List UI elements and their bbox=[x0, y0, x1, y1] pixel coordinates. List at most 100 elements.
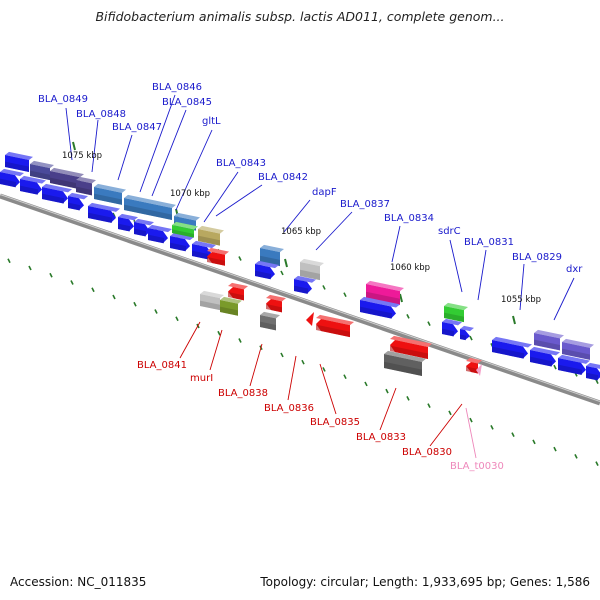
gene-arrow bbox=[255, 260, 279, 280]
major-tick-mark bbox=[72, 141, 76, 151]
tick-mark bbox=[112, 294, 116, 300]
gene-arrow bbox=[492, 336, 532, 359]
map-title: Bifidobacterium animalis subsp. lactis A… bbox=[95, 9, 505, 24]
leader-line bbox=[449, 239, 463, 293]
tick-mark bbox=[406, 314, 410, 319]
gene-arrow bbox=[360, 296, 400, 319]
tick-mark bbox=[238, 338, 242, 343]
gene-arrow bbox=[170, 232, 194, 252]
gene-block bbox=[198, 225, 224, 246]
leader-line bbox=[91, 119, 99, 173]
tick-mark bbox=[469, 335, 473, 341]
leader-line bbox=[429, 403, 463, 447]
leader-line bbox=[151, 109, 187, 197]
gene-label: BLA_0838 bbox=[218, 388, 268, 399]
leader-line bbox=[283, 199, 311, 233]
gene-block bbox=[50, 167, 84, 190]
tick-mark bbox=[280, 352, 284, 358]
leader-line bbox=[175, 129, 213, 211]
gene-label: dapF bbox=[312, 187, 337, 198]
tick-mark bbox=[469, 417, 473, 423]
gene-arrow bbox=[207, 247, 229, 266]
gene-label: BLA_0829 bbox=[512, 252, 562, 263]
gene-label: BLA_0846 bbox=[152, 82, 202, 93]
tick-mark bbox=[343, 374, 347, 380]
gene-arrow bbox=[558, 354, 590, 376]
tick-mark bbox=[385, 388, 389, 394]
tick-mark bbox=[595, 379, 599, 384]
gene-arrow bbox=[442, 318, 462, 337]
feature-blocks bbox=[0, 151, 600, 381]
gene-arrow bbox=[294, 275, 316, 294]
genome-summary-text: Topology: circular; Length: 1,933,695 bp… bbox=[260, 575, 590, 589]
tick-mark bbox=[322, 285, 326, 290]
tick-mark bbox=[49, 272, 53, 278]
gene-block bbox=[384, 350, 426, 376]
leader-line bbox=[215, 184, 263, 217]
gene-label: BLA_0834 bbox=[384, 213, 434, 224]
gene-label: dxr bbox=[566, 264, 583, 275]
gene-arrow bbox=[266, 294, 286, 313]
leader-line bbox=[477, 249, 487, 301]
gene-block bbox=[260, 244, 284, 267]
tick-mark bbox=[238, 256, 242, 261]
tick-mark bbox=[553, 446, 557, 452]
tick-mark bbox=[427, 403, 431, 409]
tick-mark bbox=[427, 321, 431, 327]
tick-mark bbox=[7, 258, 11, 264]
gene-arrow bbox=[42, 183, 72, 204]
gene-arrow bbox=[68, 192, 88, 211]
gene-label: BLA_t0030 bbox=[450, 461, 504, 472]
leader-line bbox=[391, 225, 401, 263]
gene-block bbox=[76, 176, 96, 196]
gene-arrow bbox=[20, 175, 46, 195]
gene-arrow bbox=[586, 362, 600, 381]
gene-fragment bbox=[306, 312, 314, 326]
gene-block bbox=[172, 221, 198, 238]
gene-block bbox=[5, 151, 33, 173]
gene-arrow bbox=[228, 282, 248, 301]
leader-line bbox=[315, 211, 353, 251]
tick-mark bbox=[364, 381, 368, 387]
leader-line bbox=[117, 134, 133, 181]
gene-label: BLA_0845 bbox=[162, 97, 212, 108]
gene-arrow bbox=[192, 240, 216, 260]
gene-labels: BLA_0849 BLA_0848 BLA_0847 BLA_0846 BLA_0845… bbox=[38, 82, 583, 472]
tick-mark bbox=[280, 270, 284, 276]
gene-arrow bbox=[118, 213, 138, 232]
gene-arrow bbox=[390, 335, 432, 359]
leader-line bbox=[179, 321, 201, 359]
tick-mark bbox=[133, 301, 137, 307]
leader-line bbox=[209, 329, 223, 371]
gene-block bbox=[220, 296, 242, 316]
leader-line bbox=[65, 107, 73, 161]
gene-arrow bbox=[316, 314, 354, 338]
gene-label: BLA_0836 bbox=[264, 403, 314, 414]
leader-line bbox=[139, 94, 176, 193]
gene-label: BLA_0830 bbox=[402, 447, 452, 458]
tick-label: 1060 kbp bbox=[390, 263, 430, 273]
tick-mark bbox=[595, 461, 599, 466]
gene-block bbox=[534, 329, 564, 351]
gene-block bbox=[444, 302, 468, 323]
gene-arrow bbox=[466, 357, 482, 374]
gene-label: BLA_0835 bbox=[310, 417, 360, 428]
gene-block bbox=[366, 280, 404, 306]
tick-mark bbox=[154, 309, 158, 314]
tick-mark bbox=[511, 432, 515, 437]
tick-label: 1070 kbp bbox=[170, 189, 210, 199]
tick-mark bbox=[490, 425, 494, 430]
tick-mark bbox=[532, 439, 536, 445]
tick-mark bbox=[343, 292, 347, 298]
gene-arrow bbox=[460, 325, 474, 341]
leader-line bbox=[465, 407, 477, 459]
gene-block bbox=[300, 258, 324, 281]
gene-arrow bbox=[134, 218, 154, 237]
genome-backbone-highlight bbox=[0, 194, 600, 402]
leader-line bbox=[519, 263, 525, 311]
gene-label: BLA_0831 bbox=[464, 237, 514, 248]
gene-label: BLA_0848 bbox=[76, 109, 126, 120]
leader-line bbox=[319, 363, 337, 415]
gene-label: BLA_0849 bbox=[38, 94, 88, 105]
